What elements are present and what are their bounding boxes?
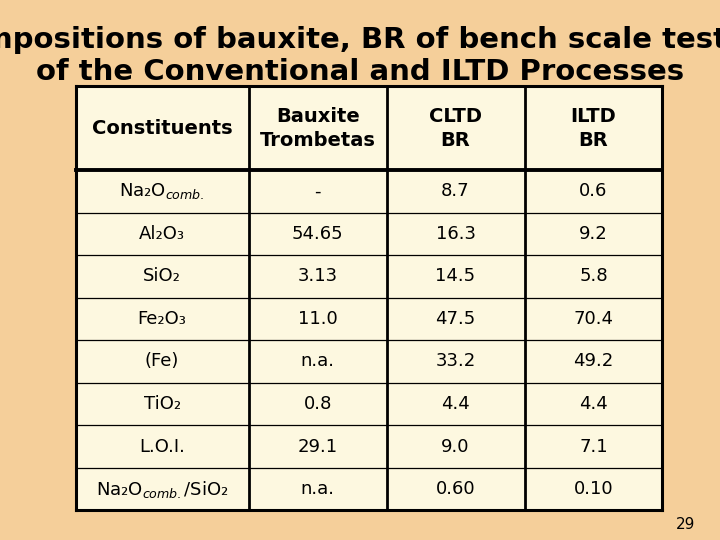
Text: 9.2: 9.2 xyxy=(579,225,608,243)
Text: 9.0: 9.0 xyxy=(441,437,470,456)
Text: 16.3: 16.3 xyxy=(436,225,475,243)
Text: ILTD
BR: ILTD BR xyxy=(570,107,616,150)
Text: 70.4: 70.4 xyxy=(573,310,613,328)
Text: 14.5: 14.5 xyxy=(436,267,476,286)
Text: 5.8: 5.8 xyxy=(579,267,608,286)
Text: 11.0: 11.0 xyxy=(298,310,338,328)
Text: -: - xyxy=(315,183,321,200)
Text: 54.65: 54.65 xyxy=(292,225,343,243)
Text: TiO₂: TiO₂ xyxy=(143,395,181,413)
Text: 0.10: 0.10 xyxy=(574,480,613,498)
Text: Al₂O₃: Al₂O₃ xyxy=(139,225,185,243)
Bar xyxy=(76,86,662,510)
Text: Compositions of bauxite, BR of bench scale testing: Compositions of bauxite, BR of bench sca… xyxy=(0,26,720,55)
Text: 4.4: 4.4 xyxy=(579,395,608,413)
Text: 8.7: 8.7 xyxy=(441,183,470,200)
Text: Constituents: Constituents xyxy=(92,119,233,138)
Text: n.a.: n.a. xyxy=(301,480,335,498)
Text: Na₂O$_{comb.}$: Na₂O$_{comb.}$ xyxy=(120,181,205,201)
Text: 0.60: 0.60 xyxy=(436,480,475,498)
Text: 29: 29 xyxy=(675,517,695,532)
Text: 29.1: 29.1 xyxy=(297,437,338,456)
Text: of the Conventional and ILTD Processes: of the Conventional and ILTD Processes xyxy=(36,58,684,86)
Text: 7.1: 7.1 xyxy=(579,437,608,456)
Text: 47.5: 47.5 xyxy=(436,310,476,328)
Text: 3.13: 3.13 xyxy=(297,267,338,286)
Text: 0.8: 0.8 xyxy=(303,395,332,413)
Text: Fe₂O₃: Fe₂O₃ xyxy=(138,310,186,328)
Text: Bauxite
Trombetas: Bauxite Trombetas xyxy=(260,107,376,150)
Text: 33.2: 33.2 xyxy=(436,353,476,370)
Text: 4.4: 4.4 xyxy=(441,395,470,413)
Text: CLTD
BR: CLTD BR xyxy=(429,107,482,150)
Text: 0.6: 0.6 xyxy=(580,183,608,200)
Text: n.a.: n.a. xyxy=(301,353,335,370)
Text: SiO₂: SiO₂ xyxy=(143,267,181,286)
Text: (Fe): (Fe) xyxy=(145,353,179,370)
Text: 49.2: 49.2 xyxy=(573,353,613,370)
Text: L.O.I.: L.O.I. xyxy=(139,437,185,456)
Text: Na₂O$_{comb.}$/SiO₂: Na₂O$_{comb.}$/SiO₂ xyxy=(96,478,228,500)
